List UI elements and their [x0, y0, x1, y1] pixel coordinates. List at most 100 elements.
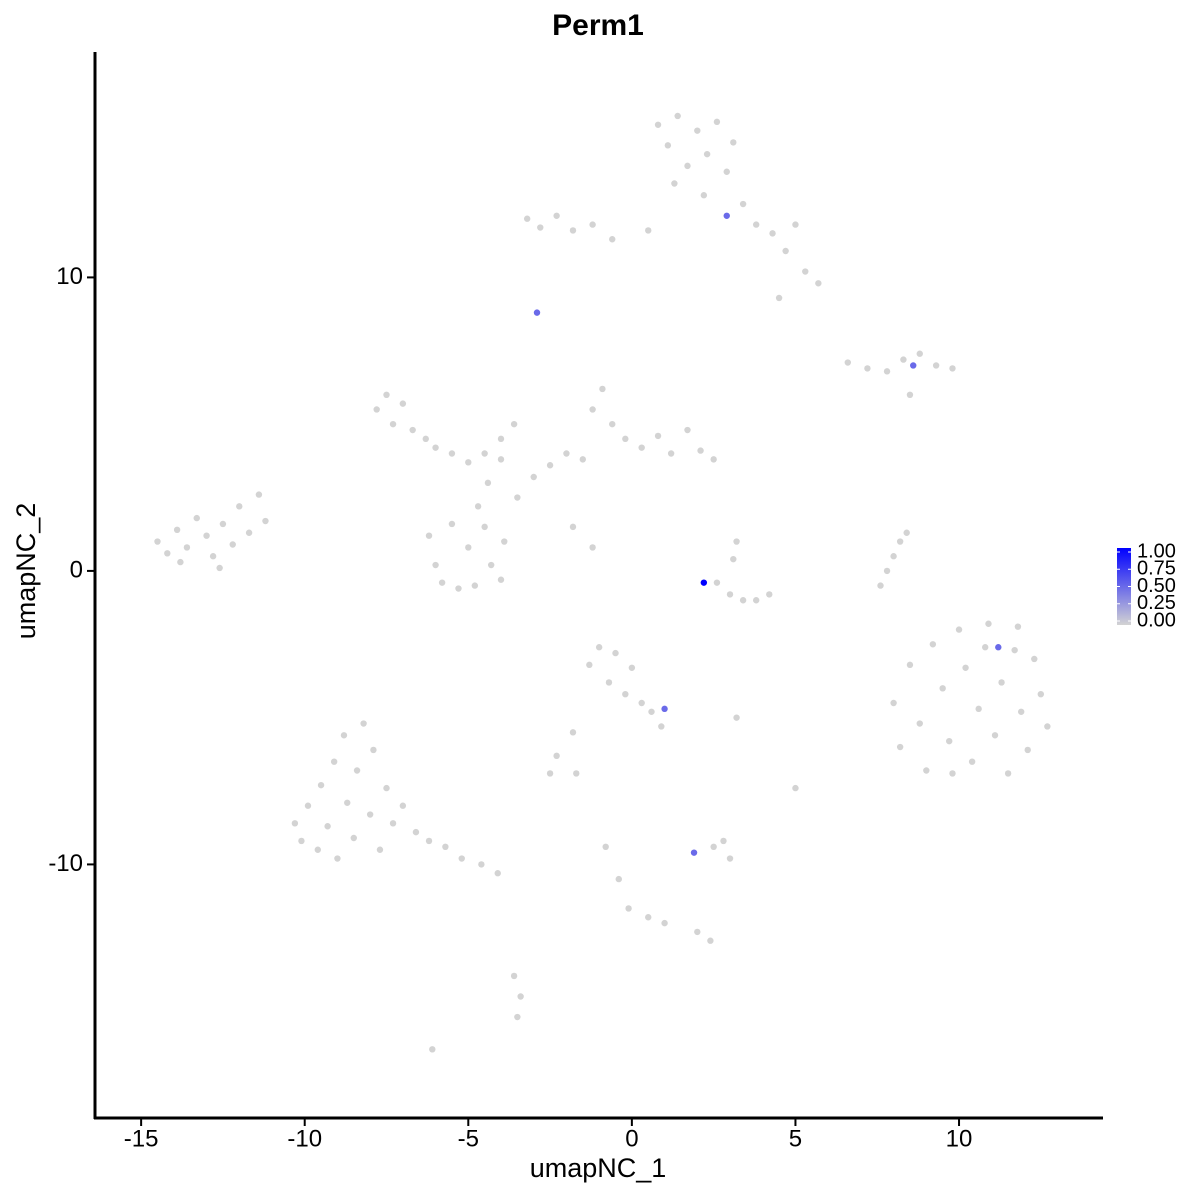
- colorbar-label: 0.75: [1137, 558, 1176, 580]
- point: [599, 385, 606, 393]
- point: [455, 585, 462, 592]
- point: [481, 450, 488, 457]
- point: [553, 212, 560, 219]
- point: [609, 236, 616, 243]
- point: [998, 679, 1005, 686]
- point: [782, 247, 789, 255]
- point: [474, 503, 482, 510]
- point: [949, 770, 956, 777]
- point: [710, 456, 717, 463]
- point: [896, 743, 904, 751]
- point: [586, 661, 593, 669]
- point: [203, 532, 210, 539]
- point: [383, 784, 390, 792]
- point: [690, 849, 698, 856]
- point: [739, 597, 747, 604]
- point: [523, 215, 531, 222]
- point: [713, 118, 721, 126]
- x-tick-label: -15: [124, 1125, 159, 1152]
- point: [903, 529, 910, 536]
- point: [209, 553, 217, 560]
- point: [514, 1013, 521, 1021]
- point: [236, 503, 243, 510]
- point: [991, 732, 999, 739]
- point: [645, 227, 652, 234]
- point: [890, 699, 897, 707]
- point: [422, 435, 429, 443]
- point: [383, 391, 390, 399]
- point: [752, 597, 760, 604]
- point: [579, 456, 586, 463]
- point: [425, 837, 433, 845]
- point: [932, 362, 940, 369]
- point: [546, 462, 554, 469]
- point: [481, 523, 488, 531]
- point: [703, 150, 711, 158]
- point: [906, 391, 914, 399]
- point: [219, 520, 227, 528]
- colorbar-label: 0.25: [1137, 592, 1176, 614]
- point: [497, 576, 505, 583]
- point: [360, 720, 367, 727]
- point: [1017, 708, 1025, 715]
- point: [605, 679, 613, 686]
- point: [671, 180, 678, 187]
- x-tick-label: 5: [789, 1125, 802, 1152]
- point: [484, 479, 492, 487]
- point: [949, 365, 956, 372]
- point: [694, 127, 701, 134]
- point: [628, 664, 636, 671]
- point: [713, 579, 721, 586]
- colorbar-label: 0.50: [1137, 575, 1176, 597]
- point: [569, 729, 577, 736]
- x-tick-label: -10: [287, 1125, 322, 1152]
- point: [350, 834, 357, 842]
- point: [1024, 746, 1031, 754]
- chart-title: Perm1: [552, 9, 644, 42]
- point: [615, 875, 622, 883]
- point: [399, 400, 407, 407]
- point: [638, 699, 645, 707]
- point: [667, 450, 675, 457]
- point: [216, 564, 223, 572]
- point: [399, 802, 407, 809]
- point: [602, 843, 609, 851]
- point: [792, 221, 799, 228]
- point: [487, 561, 495, 569]
- point: [389, 820, 397, 827]
- point: [982, 644, 989, 651]
- point: [432, 444, 439, 451]
- point: [370, 746, 377, 754]
- point: [589, 406, 596, 413]
- x-tick-label: 0: [625, 1125, 638, 1152]
- point: [733, 714, 740, 721]
- point: [726, 591, 734, 598]
- point: [710, 843, 717, 851]
- point: [815, 280, 822, 287]
- point: [517, 993, 524, 1000]
- point: [923, 767, 930, 774]
- point: [154, 538, 161, 545]
- point: [720, 837, 727, 845]
- point: [514, 494, 521, 501]
- point: [245, 529, 253, 536]
- y-tick-label: 10: [56, 263, 83, 290]
- point: [330, 758, 338, 765]
- point: [229, 541, 236, 548]
- y-axis-label: umapNC_2: [11, 503, 41, 640]
- point: [1037, 690, 1045, 698]
- point: [334, 855, 341, 862]
- point: [648, 708, 655, 715]
- point: [654, 432, 662, 440]
- point: [769, 230, 776, 237]
- point: [906, 661, 914, 669]
- point: [389, 420, 397, 428]
- point: [658, 723, 665, 730]
- point: [975, 705, 982, 713]
- point: [353, 767, 361, 774]
- point: [448, 520, 456, 528]
- point: [664, 142, 672, 149]
- point: [916, 720, 923, 727]
- point: [465, 544, 472, 551]
- point: [883, 567, 891, 575]
